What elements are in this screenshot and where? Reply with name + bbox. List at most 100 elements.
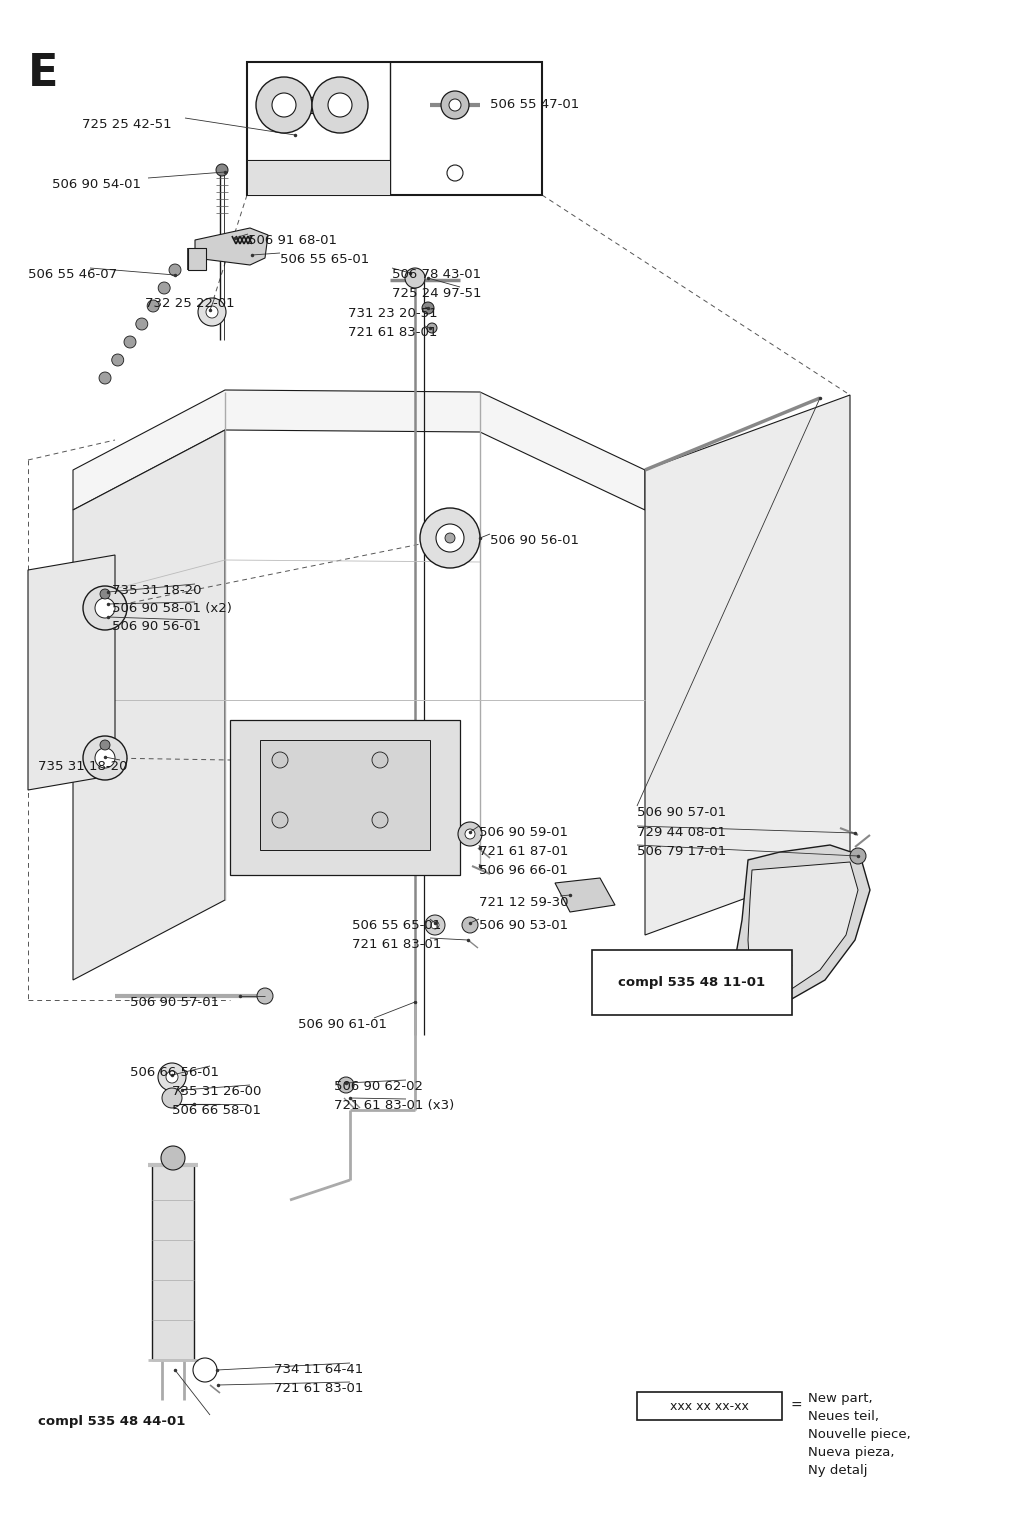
Text: 725 25 42-51: 725 25 42-51 bbox=[82, 118, 172, 130]
Text: 721 61 83-01 (x3): 721 61 83-01 (x3) bbox=[334, 1098, 455, 1112]
Circle shape bbox=[441, 91, 469, 120]
Circle shape bbox=[338, 1077, 354, 1092]
Circle shape bbox=[169, 264, 181, 276]
Circle shape bbox=[166, 1071, 178, 1083]
Text: New part,
Neues teil,
Nouvelle piece,
Nueva pieza,
Ny detalj: New part, Neues teil, Nouvelle piece, Nu… bbox=[808, 1392, 910, 1477]
Circle shape bbox=[161, 1145, 185, 1170]
Bar bbox=[637, 1392, 782, 1420]
Text: 506 90 54-01: 506 90 54-01 bbox=[52, 177, 141, 191]
Text: 506 78 43-01: 506 78 43-01 bbox=[392, 268, 481, 280]
Text: 506 91 68-01: 506 91 68-01 bbox=[248, 233, 337, 247]
Text: 721 61 87-01: 721 61 87-01 bbox=[479, 845, 568, 857]
Circle shape bbox=[431, 921, 439, 929]
Text: 721 61 83-01: 721 61 83-01 bbox=[274, 1382, 364, 1395]
Circle shape bbox=[422, 301, 434, 314]
Circle shape bbox=[328, 92, 352, 117]
Circle shape bbox=[850, 848, 866, 864]
Text: 506 90 56-01: 506 90 56-01 bbox=[490, 533, 579, 547]
Circle shape bbox=[420, 508, 480, 568]
Bar bbox=[284, 97, 340, 114]
Text: 734 11 64-41: 734 11 64-41 bbox=[274, 1364, 364, 1376]
Polygon shape bbox=[28, 554, 115, 789]
Bar bbox=[188, 248, 206, 270]
Text: 506 55 47-01: 506 55 47-01 bbox=[490, 98, 580, 111]
Bar bbox=[247, 161, 390, 195]
Circle shape bbox=[257, 988, 273, 1004]
Text: 506 90 62-02: 506 90 62-02 bbox=[334, 1080, 423, 1092]
Circle shape bbox=[216, 164, 228, 176]
Circle shape bbox=[406, 268, 425, 288]
Text: 735 31 26-00: 735 31 26-00 bbox=[172, 1085, 261, 1098]
Polygon shape bbox=[645, 395, 850, 935]
Bar bbox=[247, 62, 542, 195]
Text: compl 535 48 11-01: compl 535 48 11-01 bbox=[618, 976, 765, 989]
Polygon shape bbox=[195, 227, 268, 265]
Circle shape bbox=[372, 751, 388, 768]
Text: 506 55 65-01: 506 55 65-01 bbox=[352, 920, 441, 932]
Circle shape bbox=[83, 736, 127, 780]
Text: 506 90 57-01: 506 90 57-01 bbox=[130, 995, 219, 1009]
Circle shape bbox=[462, 917, 478, 933]
Text: 735 31 18-20: 735 31 18-20 bbox=[38, 761, 128, 773]
Circle shape bbox=[99, 373, 111, 383]
Circle shape bbox=[436, 524, 464, 551]
Polygon shape bbox=[555, 879, 615, 912]
Circle shape bbox=[162, 1088, 182, 1107]
Text: 732 25 22-01: 732 25 22-01 bbox=[145, 297, 234, 311]
Text: compl 535 48 44-01: compl 535 48 44-01 bbox=[38, 1415, 185, 1429]
Polygon shape bbox=[735, 845, 870, 1001]
Text: =: = bbox=[790, 1398, 802, 1413]
Circle shape bbox=[95, 598, 115, 618]
Text: 729 44 08-01: 729 44 08-01 bbox=[637, 826, 726, 839]
Circle shape bbox=[158, 282, 170, 294]
Circle shape bbox=[272, 751, 288, 768]
Text: 506 55 46-07: 506 55 46-07 bbox=[28, 268, 117, 280]
Text: 506 96 66-01: 506 96 66-01 bbox=[479, 864, 568, 877]
Text: 506 90 53-01: 506 90 53-01 bbox=[479, 920, 568, 932]
Circle shape bbox=[425, 915, 445, 935]
Circle shape bbox=[206, 306, 218, 318]
Circle shape bbox=[427, 323, 437, 333]
Circle shape bbox=[95, 748, 115, 768]
Circle shape bbox=[100, 589, 110, 598]
Text: 735 31 18-20: 735 31 18-20 bbox=[112, 583, 202, 597]
Circle shape bbox=[198, 298, 226, 326]
Circle shape bbox=[449, 98, 461, 111]
Circle shape bbox=[100, 739, 110, 750]
Text: 506 90 58-01 (x2): 506 90 58-01 (x2) bbox=[112, 601, 231, 615]
Text: 731 23 20-51: 731 23 20-51 bbox=[348, 308, 437, 320]
Text: 506 66 56-01: 506 66 56-01 bbox=[130, 1067, 219, 1079]
Circle shape bbox=[147, 300, 159, 312]
Circle shape bbox=[272, 812, 288, 829]
Text: 721 61 83-01: 721 61 83-01 bbox=[348, 326, 437, 339]
Polygon shape bbox=[73, 430, 225, 980]
Polygon shape bbox=[748, 862, 858, 989]
Text: 725 24 97-51: 725 24 97-51 bbox=[392, 286, 481, 300]
Circle shape bbox=[124, 336, 136, 348]
Circle shape bbox=[158, 1064, 186, 1091]
Circle shape bbox=[312, 77, 368, 133]
Bar bbox=[152, 1165, 194, 1360]
Circle shape bbox=[372, 812, 388, 829]
Bar bbox=[260, 739, 430, 850]
Circle shape bbox=[136, 318, 147, 330]
Text: 506 90 56-01: 506 90 56-01 bbox=[112, 620, 201, 633]
Circle shape bbox=[83, 586, 127, 630]
Text: 506 90 57-01: 506 90 57-01 bbox=[637, 806, 726, 820]
Text: 506 90 59-01: 506 90 59-01 bbox=[479, 826, 568, 839]
Circle shape bbox=[458, 823, 482, 845]
Text: 506 66 58-01: 506 66 58-01 bbox=[172, 1104, 261, 1117]
Text: E: E bbox=[28, 52, 58, 95]
Circle shape bbox=[112, 355, 124, 367]
Text: 506 55 65-01: 506 55 65-01 bbox=[280, 253, 370, 267]
Polygon shape bbox=[73, 389, 645, 511]
Circle shape bbox=[272, 92, 296, 117]
Text: 506 90 61-01: 506 90 61-01 bbox=[298, 1018, 387, 1032]
Text: 721 12 59-30: 721 12 59-30 bbox=[479, 895, 568, 909]
Text: 506 79 17-01: 506 79 17-01 bbox=[637, 845, 726, 857]
Text: 721 61 83-01: 721 61 83-01 bbox=[352, 938, 441, 951]
Circle shape bbox=[445, 533, 455, 542]
Circle shape bbox=[465, 829, 475, 839]
Polygon shape bbox=[230, 720, 460, 876]
Circle shape bbox=[256, 77, 312, 133]
